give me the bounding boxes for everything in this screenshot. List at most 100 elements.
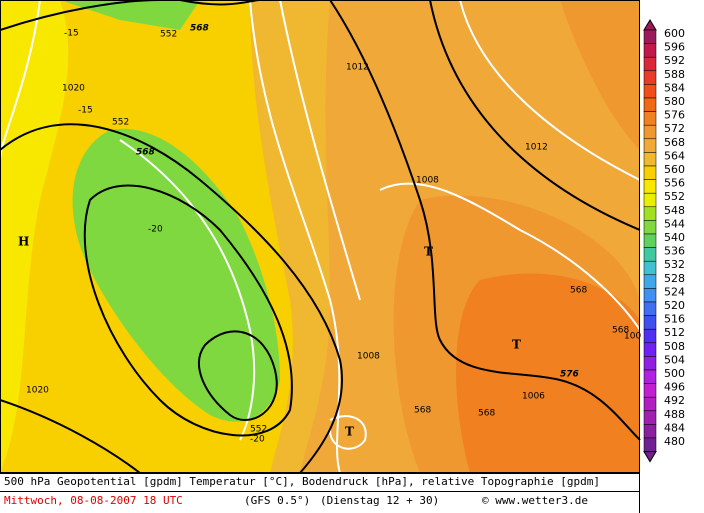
colorbar-swatch	[643, 233, 657, 248]
isotherms	[0, 0, 641, 474]
contour-label: 1020	[26, 386, 49, 396]
colorbar-label: 592	[664, 54, 685, 67]
contour-label: 576	[560, 370, 579, 380]
pressure-center: T	[512, 338, 521, 352]
colorbar-label: 552	[664, 190, 685, 203]
colorbar-swatch	[643, 179, 657, 194]
pressure-center: T	[424, 245, 433, 259]
colorbar-label: 496	[664, 381, 685, 394]
colorbar-swatch	[643, 383, 657, 398]
colorbar-swatch	[643, 424, 657, 439]
colorbar-swatch	[643, 70, 657, 85]
colorbar-swatch	[643, 274, 657, 289]
footer-description: 500 hPa Geopotential [gpdm] Temperatur […	[4, 475, 600, 488]
colorbar-swatch	[643, 260, 657, 276]
colorbar-label: 480	[664, 435, 685, 448]
footer-model: (GFS 0.5°)	[244, 494, 310, 507]
colorbar-swatch	[643, 220, 657, 235]
contour-label: -15	[64, 29, 79, 39]
colorbar-swatch	[643, 97, 657, 112]
colorbar-label: 512	[664, 326, 685, 339]
map-labels: 568 552 -15 1020 -15 552 568 -20 H 1012 …	[18, 24, 641, 445]
pressure-center: T	[345, 425, 354, 439]
contour-label: 1012	[525, 143, 548, 153]
colorbar-swatch	[643, 342, 657, 357]
contour-label: 568	[570, 286, 587, 296]
colorbar-label: 580	[664, 95, 685, 108]
colorbar-label: 508	[664, 340, 685, 353]
colorbar-label: 544	[664, 217, 685, 230]
contour-label: 568	[414, 406, 431, 416]
colorbar-label: 532	[664, 258, 685, 271]
contour-label: 1012	[346, 63, 369, 73]
contour-label: 568	[478, 409, 495, 419]
contour-label: 552	[112, 118, 129, 128]
contour-label: 568	[612, 326, 629, 336]
colorbar-label: 500	[664, 367, 685, 380]
colorbar-swatch	[643, 56, 657, 72]
colorbar-label: 576	[664, 109, 685, 122]
colorbar-label: 488	[664, 408, 685, 421]
colorbar-label: 584	[664, 81, 685, 94]
colorbar-swatch	[643, 315, 657, 330]
colorbar-label: 524	[664, 285, 685, 298]
colorbar-label: 568	[664, 136, 685, 149]
colorbar-label: 560	[664, 163, 685, 176]
colorbar-label: 492	[664, 394, 685, 407]
contour-label: 552	[160, 30, 177, 40]
colorbar-swatch	[643, 43, 657, 58]
contour-label: -20	[250, 435, 265, 445]
geopotential-contours	[0, 0, 641, 474]
map-fields	[0, 0, 640, 473]
colorbar-swatch	[643, 410, 657, 425]
contour-label: 552	[250, 425, 267, 435]
colorbar-swatch	[643, 328, 657, 344]
contour-label: 1008	[416, 176, 439, 186]
colorbar-swatch	[643, 165, 657, 180]
footer-run: (Dienstag 12 + 30)	[320, 494, 439, 507]
colorbar-label: 528	[664, 272, 685, 285]
colorbar-swatch	[643, 288, 657, 303]
colorbar-label: 484	[664, 421, 685, 434]
colorbar-label: 520	[664, 299, 685, 312]
colorbar-swatch	[643, 152, 657, 167]
footer-credit: © www.wetter3.de	[482, 494, 588, 507]
contour-label: 568	[190, 24, 209, 34]
colorbar-swatch	[643, 356, 657, 371]
colorbar: 6005965925885845805765725685645605565525…	[643, 19, 685, 463]
colorbar-swatch	[643, 369, 657, 384]
contour-label: 1008	[357, 352, 380, 362]
colorbar-label: 516	[664, 313, 685, 326]
contour-label: -15	[78, 106, 93, 116]
colorbar-label: 504	[664, 353, 685, 366]
contour-label: 100	[624, 332, 641, 342]
colorbar-label: 588	[664, 68, 685, 81]
colorbar-swatch	[643, 124, 657, 140]
colorbar-swatch	[643, 301, 657, 316]
colorbar-swatch	[643, 84, 657, 99]
colorbar-swatch	[643, 247, 657, 262]
colorbar-label: 540	[664, 231, 685, 244]
colorbar-label: 564	[664, 149, 685, 162]
map-frame	[0, 0, 640, 473]
colorbar-swatch	[643, 111, 657, 126]
colorbar-swatch	[643, 29, 657, 44]
contour-label: 1006	[522, 392, 545, 402]
colorbar-label: 600	[664, 27, 685, 40]
colorbar-label: 596	[664, 41, 685, 54]
colorbar-arrow-bottom	[643, 451, 657, 463]
colorbar-label: 536	[664, 245, 685, 258]
colorbar-swatch	[643, 437, 657, 452]
colorbar-swatch	[643, 396, 657, 412]
colorbar-label: 572	[664, 122, 685, 135]
contour-label: 1020	[62, 84, 85, 94]
colorbar-swatch	[643, 192, 657, 208]
colorbar-swatch	[643, 138, 657, 153]
pressure-center: H	[18, 235, 29, 249]
footer-date: Mittwoch, 08-08-2007 18 UTC	[4, 494, 183, 507]
colorbar-label: 548	[664, 204, 685, 217]
colorbar-label: 556	[664, 177, 685, 190]
colorbar-swatch	[643, 206, 657, 221]
